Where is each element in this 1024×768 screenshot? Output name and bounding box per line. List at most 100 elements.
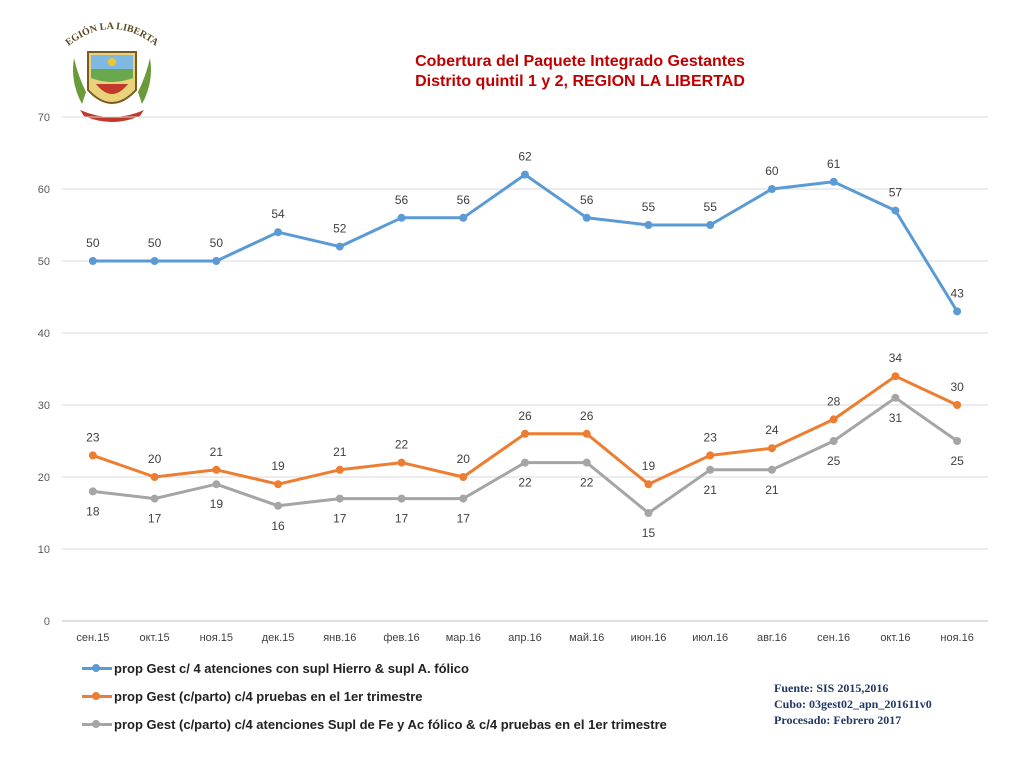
x-tick-label: июл.16 bbox=[692, 632, 728, 644]
y-tick-label: 20 bbox=[38, 472, 50, 484]
data-label: 15 bbox=[642, 526, 656, 540]
data-label: 56 bbox=[457, 193, 471, 207]
data-label: 21 bbox=[333, 445, 347, 459]
data-label: 24 bbox=[765, 423, 779, 437]
x-tick-label: июн.16 bbox=[631, 632, 667, 644]
data-label: 19 bbox=[271, 459, 285, 473]
data-label: 30 bbox=[950, 380, 964, 394]
data-label: 20 bbox=[457, 452, 471, 466]
x-tick-label: янв.16 bbox=[323, 632, 356, 644]
y-tick-label: 60 bbox=[38, 184, 50, 196]
data-point bbox=[582, 429, 591, 438]
chart-title: Cobertura del Paquete Integrado Gestante… bbox=[300, 52, 860, 92]
source-line-2: Cubo: 03gest02_apn_201611v0 bbox=[774, 697, 932, 711]
data-point bbox=[335, 465, 344, 474]
data-point bbox=[212, 465, 221, 474]
data-label: 26 bbox=[580, 409, 594, 423]
data-label: 56 bbox=[395, 193, 409, 207]
data-label: 43 bbox=[950, 286, 964, 300]
title-line-2: Distrito quintil 1 y 2, REGION LA LIBERT… bbox=[415, 73, 745, 90]
data-label: 28 bbox=[827, 394, 841, 408]
data-label: 17 bbox=[457, 512, 471, 526]
x-tick-label: окт.15 bbox=[140, 632, 170, 644]
data-point bbox=[335, 242, 344, 251]
data-point bbox=[274, 228, 283, 237]
data-point bbox=[521, 458, 529, 467]
y-tick-label: 0 bbox=[44, 616, 50, 628]
data-point bbox=[582, 458, 591, 467]
source-line-1: Fuente: SIS 2015,2016 bbox=[774, 681, 889, 695]
data-point bbox=[829, 177, 838, 186]
data-label: 17 bbox=[333, 512, 347, 526]
data-point bbox=[88, 451, 97, 460]
x-tick-label: окт.16 bbox=[880, 632, 910, 644]
x-tick-label: фев.16 bbox=[383, 632, 419, 644]
data-label: 22 bbox=[395, 438, 409, 452]
data-label: 16 bbox=[271, 519, 285, 533]
data-label: 31 bbox=[889, 411, 903, 425]
data-label: 55 bbox=[704, 200, 718, 214]
data-label: 25 bbox=[950, 454, 964, 468]
data-label: 52 bbox=[333, 222, 347, 236]
data-label: 20 bbox=[148, 452, 162, 466]
data-label: 17 bbox=[148, 512, 162, 526]
data-label: 19 bbox=[210, 497, 224, 511]
data-label: 54 bbox=[271, 207, 285, 221]
data-label: 19 bbox=[642, 459, 656, 473]
data-label: 18 bbox=[86, 504, 100, 518]
x-tick-label: апр.16 bbox=[508, 632, 541, 644]
x-tick-label: ноя.16 bbox=[940, 632, 973, 644]
data-label: 57 bbox=[889, 186, 903, 200]
data-point bbox=[459, 473, 468, 481]
data-point bbox=[706, 451, 715, 460]
data-point bbox=[335, 494, 344, 503]
data-label: 22 bbox=[580, 476, 594, 490]
data-label: 21 bbox=[765, 483, 779, 497]
data-label: 17 bbox=[395, 512, 409, 526]
data-point bbox=[644, 221, 653, 229]
data-point bbox=[829, 437, 838, 445]
x-tick-label: май.16 bbox=[569, 632, 604, 644]
y-tick-label: 70 bbox=[38, 112, 50, 124]
data-point bbox=[397, 458, 406, 467]
data-point bbox=[212, 257, 221, 265]
legend-marker-series-1 bbox=[82, 662, 112, 674]
title-line-1: Cobertura del Paquete Integrado Gestante… bbox=[415, 53, 745, 70]
data-label: 55 bbox=[642, 200, 656, 214]
data-point bbox=[212, 480, 221, 489]
data-point bbox=[953, 401, 962, 409]
data-point bbox=[706, 465, 715, 474]
y-tick-label: 40 bbox=[38, 328, 50, 340]
data-label: 23 bbox=[86, 430, 100, 444]
data-point bbox=[767, 465, 776, 474]
data-point bbox=[459, 494, 468, 503]
data-label: 25 bbox=[827, 454, 841, 468]
data-label: 60 bbox=[765, 164, 779, 178]
x-tick-label: мар.16 bbox=[446, 632, 481, 644]
legend-marker-series-3 bbox=[82, 718, 112, 730]
data-point bbox=[767, 444, 776, 453]
data-point bbox=[891, 393, 900, 402]
data-point bbox=[150, 494, 159, 503]
data-label: 56 bbox=[580, 193, 594, 207]
x-tick-label: сен.15 bbox=[76, 632, 109, 644]
legend-label-series-1: prop Gest c/ 4 atenciones con supl Hierr… bbox=[114, 660, 469, 676]
data-label: 50 bbox=[86, 236, 100, 250]
data-point bbox=[829, 415, 838, 424]
x-tick-label: авг.16 bbox=[757, 632, 787, 644]
y-tick-label: 50 bbox=[38, 256, 50, 268]
data-point bbox=[88, 257, 97, 265]
data-label: 21 bbox=[704, 483, 718, 497]
data-point bbox=[521, 170, 529, 179]
legend-item-series-2: prop Gest (c/parto) c/4 pruebas en el 1e… bbox=[82, 682, 667, 710]
data-label: 61 bbox=[827, 157, 841, 171]
source-line-3: Procesado: Febrero 2017 bbox=[774, 713, 902, 727]
data-label: 50 bbox=[148, 236, 162, 250]
data-label: 50 bbox=[210, 236, 224, 250]
data-point bbox=[953, 437, 962, 445]
data-point bbox=[150, 257, 159, 265]
x-tick-label: дек.15 bbox=[262, 632, 295, 644]
data-label: 23 bbox=[704, 430, 718, 444]
data-point bbox=[397, 494, 406, 503]
